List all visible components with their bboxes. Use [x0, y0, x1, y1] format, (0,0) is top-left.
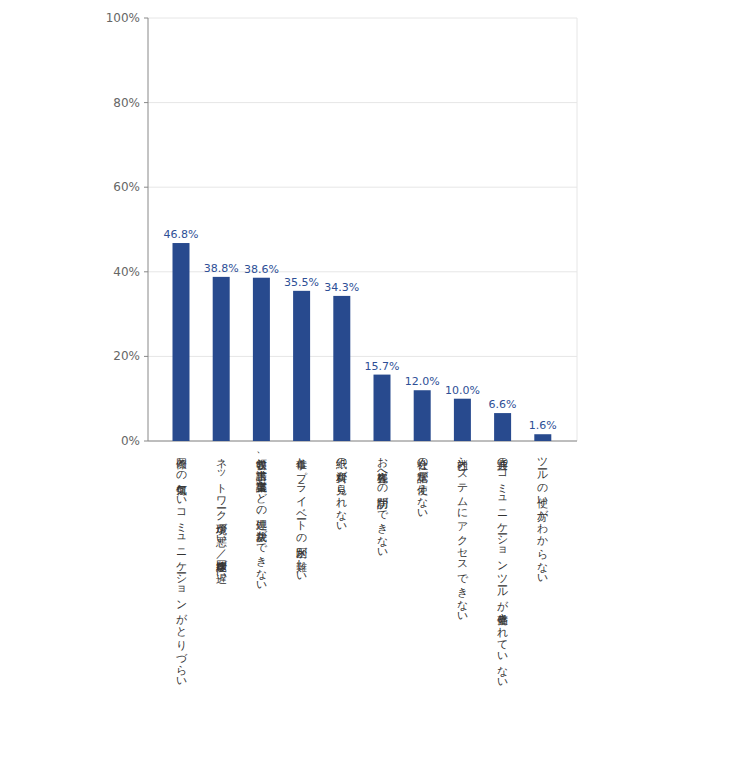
bar	[534, 434, 551, 441]
bar	[293, 291, 310, 441]
data-label: 6.6%	[489, 398, 517, 411]
y-tick-label: 60%	[113, 180, 140, 194]
y-tick	[144, 271, 148, 272]
data-label: 38.6%	[244, 263, 279, 276]
x-tick-label: 仕事とプライベートの区別が難しい	[295, 450, 308, 580]
y-axis	[148, 18, 149, 441]
data-label: 34.3%	[324, 281, 359, 294]
grid-line	[148, 102, 577, 103]
bar	[213, 277, 230, 441]
y-tick-label: 20%	[113, 349, 140, 363]
x-tick-label: 領収書、請求書、稟議書などの処理、決裁ができない	[255, 450, 268, 589]
bar	[374, 375, 391, 441]
bar	[414, 390, 431, 441]
x-tick-label: ネットワーク環境が悪い／回線速度が遅い	[215, 450, 229, 584]
y-tick	[144, 356, 148, 357]
bar	[454, 399, 471, 441]
data-label: 38.8%	[204, 262, 239, 275]
data-label: 15.7%	[365, 360, 400, 373]
bar	[494, 413, 511, 441]
x-tick-label: 社内システムにアクセスできない	[456, 450, 469, 620]
data-label: 35.5%	[284, 276, 319, 289]
y-tick-label: 80%	[113, 96, 140, 110]
y-tick-label: 100%	[106, 11, 140, 25]
data-label: 12.0%	[405, 375, 440, 388]
plot-frame	[577, 18, 578, 441]
chart-container: 0% 20% 40% 60% 80% 100% 46.8% 38.8% 38.6% 35.5% 34…	[0, 0, 754, 766]
x-axis	[148, 441, 577, 442]
x-tick-label: 共通のコミュニケーションツールが整備されていない	[496, 450, 509, 686]
data-label: 1.6%	[529, 419, 557, 432]
bar	[253, 278, 270, 441]
x-tick-label: ツールの使い方がわからない	[536, 450, 549, 582]
grid-line	[148, 441, 577, 442]
chart: 0% 20% 40% 60% 80% 100% 46.8% 38.8% 38.6% 35.5% 34…	[0, 0, 754, 766]
grid-line	[148, 18, 577, 19]
y-tick-label: 40%	[113, 265, 140, 279]
y-tick	[144, 18, 148, 19]
y-tick-label: 0%	[121, 434, 140, 448]
x-tick-label: 紙の資料が見られない	[335, 450, 348, 530]
y-tick	[144, 441, 148, 442]
bars	[173, 243, 552, 441]
grid-line	[148, 187, 577, 188]
data-label: 46.8%	[164, 228, 199, 241]
x-tick-label: お客様先への訪問ができない	[376, 450, 389, 556]
y-tick	[144, 102, 148, 103]
y-tick	[144, 187, 148, 188]
data-label: 10.0%	[445, 384, 480, 397]
bar	[333, 296, 350, 441]
x-tick-label: 会社の電話が使えない	[416, 450, 429, 517]
bar	[173, 243, 190, 441]
x-tick-label: 同僚との何気ないコミュニケーションがとりづらい	[175, 450, 188, 685]
grid-line	[148, 356, 577, 357]
